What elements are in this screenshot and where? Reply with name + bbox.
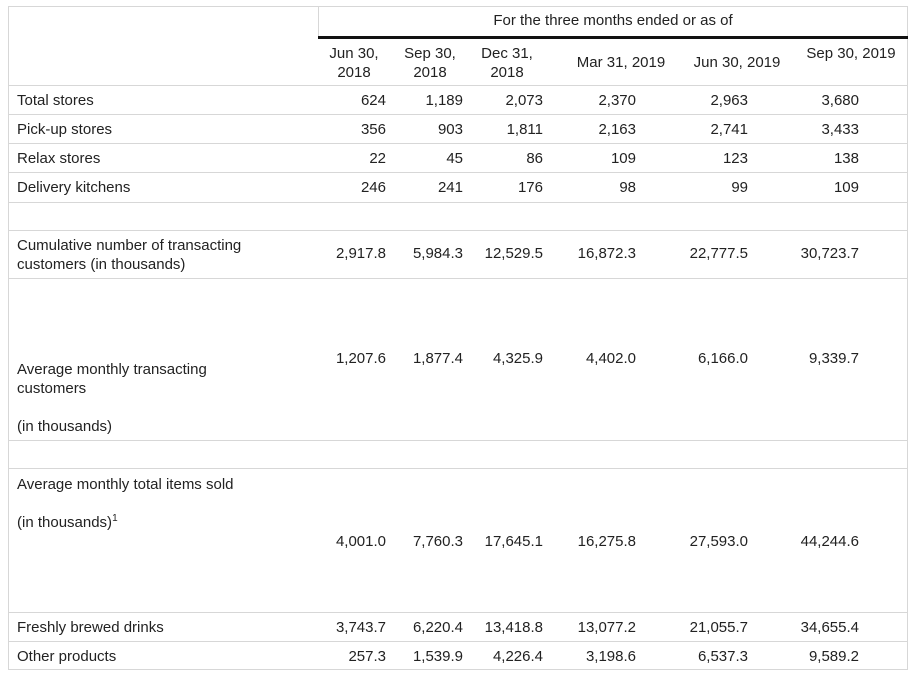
column-header-sep-2019: Sep 30, 2019: [806, 45, 896, 62]
cell-value: 12,529.5: [484, 245, 543, 262]
cell-value: 1,207.6: [335, 350, 386, 367]
column-header-line: Jun 30,: [329, 45, 379, 62]
column-header-line: 2018: [337, 64, 371, 81]
footnote-marker: 1: [112, 513, 118, 524]
column-header-jun-2019: Jun 30, 2019: [693, 54, 781, 71]
row-label-text: (in thousands): [17, 514, 113, 531]
row-label-line: Cumulative number of transacting: [17, 237, 242, 254]
cell-value: 1,877.4: [412, 350, 463, 367]
cell-value: 44,244.6: [800, 533, 859, 550]
cell-value: 34,655.4: [800, 619, 859, 636]
cell-value: 98: [619, 179, 636, 196]
header-rule: [318, 36, 908, 39]
cell-value: 27,593.0: [689, 533, 748, 550]
cell-value: 3,743.7: [335, 619, 386, 636]
cell-value: 7,760.3: [412, 533, 463, 550]
cell-value: 9,339.7: [808, 350, 859, 367]
cell-value: 6,166.0: [697, 350, 748, 367]
row-divider: [8, 143, 908, 144]
cell-value: 624: [360, 92, 386, 109]
cell-value: 13,077.2: [577, 619, 636, 636]
cell-value: 356: [360, 121, 386, 138]
row-label-total-stores: Total stores: [17, 92, 94, 109]
cell-value: 2,370: [598, 92, 636, 109]
row-label-pickup-stores: Pick-up stores: [17, 121, 113, 138]
row-divider: [8, 85, 908, 86]
cell-value: 2,741: [710, 121, 748, 138]
row-label-other-products: Other products: [17, 648, 117, 665]
column-header-line: 2018: [413, 64, 447, 81]
cell-value: 1,189: [425, 92, 463, 109]
cell-value: 1,539.9: [412, 648, 463, 665]
cell-value: 16,275.8: [577, 533, 636, 550]
column-header-line: Sep 30,: [404, 45, 456, 62]
cell-value: 3,198.6: [585, 648, 636, 665]
cell-value: 45: [446, 150, 463, 167]
row-divider: [8, 612, 908, 613]
row-divider: [8, 641, 908, 642]
row-label-line: customers (in thousands): [17, 256, 186, 273]
period-span-header: For the three months ended or as of: [493, 12, 733, 29]
cell-value: 17,645.1: [484, 533, 543, 550]
cell-value: 6,537.3: [697, 648, 748, 665]
row-label-cumulative-customers: Cumulative number of transacting custome…: [17, 236, 241, 274]
cell-value: 109: [833, 179, 859, 196]
cell-value: 13,418.8: [484, 619, 543, 636]
cell-value: 22: [369, 150, 386, 167]
cell-value: 30,723.7: [800, 245, 859, 262]
row-label-avg-monthly-customers-unit: (in thousands): [17, 418, 113, 435]
cell-value: 241: [437, 179, 463, 196]
row-label-line: Average monthly transacting: [17, 361, 207, 378]
cell-value: 2,073: [505, 92, 543, 109]
column-header-line: 2018: [490, 64, 524, 81]
row-divider: [8, 278, 908, 279]
cell-value: 109: [610, 150, 636, 167]
row-divider: [8, 440, 908, 441]
cell-value: 86: [526, 150, 543, 167]
row-divider: [8, 230, 908, 231]
cell-value: 138: [833, 150, 859, 167]
column-header-sep-2018: Sep 30, 2018: [396, 44, 464, 82]
cell-value: 3,680: [821, 92, 859, 109]
row-label-relax-stores: Relax stores: [17, 150, 101, 167]
cell-value: 16,872.3: [577, 245, 636, 262]
row-divider: [8, 202, 908, 203]
row-label-avg-monthly-items-unit: (in thousands)1: [17, 513, 118, 532]
cell-value: 176: [517, 179, 543, 196]
row-label-avg-monthly-items: Average monthly total items sold: [17, 476, 234, 493]
column-header-mar-2019: Mar 31, 2019: [576, 54, 666, 71]
row-divider: [8, 468, 908, 469]
cell-value: 21,055.7: [689, 619, 748, 636]
row-label-delivery-kitchens: Delivery kitchens: [17, 179, 131, 196]
header-separator: [318, 6, 319, 36]
cell-value: 2,917.8: [335, 245, 386, 262]
cell-value: 4,325.9: [492, 350, 543, 367]
cell-value: 5,984.3: [412, 245, 463, 262]
row-divider: [8, 114, 908, 115]
row-label-avg-monthly-customers: Average monthly transacting customers: [17, 360, 207, 398]
column-header-dec-2018: Dec 31, 2018: [473, 44, 541, 82]
cell-value: 903: [437, 121, 463, 138]
cell-value: 246: [360, 179, 386, 196]
cell-value: 9,589.2: [808, 648, 859, 665]
cell-value: 22,777.5: [689, 245, 748, 262]
column-header-line: Dec 31,: [481, 45, 533, 62]
row-divider: [8, 172, 908, 173]
column-header-jun-2018: Jun 30, 2018: [320, 44, 388, 82]
cell-value: 257.3: [348, 648, 386, 665]
cell-value: 4,001.0: [335, 533, 386, 550]
cell-value: 2,963: [710, 92, 748, 109]
row-label-freshly-brewed: Freshly brewed drinks: [17, 619, 164, 636]
cell-value: 3,433: [821, 121, 859, 138]
cell-value: 123: [722, 150, 748, 167]
row-label-line: customers: [17, 380, 87, 397]
cell-value: 6,220.4: [412, 619, 463, 636]
metrics-table: [8, 6, 908, 670]
cell-value: 2,163: [598, 121, 636, 138]
cell-value: 4,226.4: [492, 648, 543, 665]
cell-value: 1,811: [506, 121, 543, 138]
cell-value: 4,402.0: [585, 350, 636, 367]
cell-value: 99: [731, 179, 748, 196]
